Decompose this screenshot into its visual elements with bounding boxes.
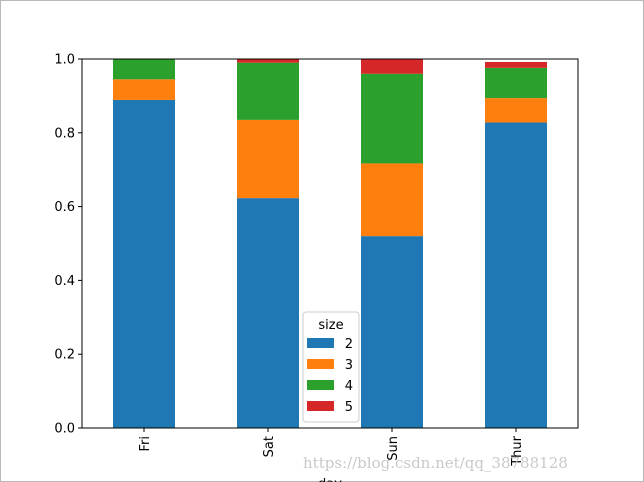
legend: size 2 3 4 5: [302, 311, 360, 423]
bar-fri-size-4: [113, 58, 175, 80]
legend-swatch-4: [307, 380, 334, 390]
bar-thur-size-5: [485, 61, 547, 68]
legend-swatch-5: [307, 401, 334, 411]
legend-label-3: 3: [345, 358, 353, 373]
y-tick-label: 0.6: [54, 200, 75, 215]
x-axis-label: day: [318, 477, 342, 482]
bar-sat-size-5: [237, 59, 299, 63]
bar-fri-size-3: [113, 79, 175, 100]
y-tick-label: 0.4: [54, 274, 75, 289]
legend-label-4: 4: [345, 379, 353, 394]
legend-swatch-3: [307, 359, 334, 369]
x-tick-label: Thur: [510, 435, 525, 466]
x-tick-label: Sun: [386, 436, 401, 461]
y-tick-label: 1.0: [54, 53, 75, 68]
legend-title: size: [318, 318, 343, 333]
bar-thur-size-3: [485, 98, 547, 123]
bar-thur-size-2: [485, 122, 547, 428]
y-tick-label: 0.0: [54, 422, 75, 437]
legend-label-2: 2: [345, 337, 353, 352]
axes-frame: [81, 58, 579, 429]
bar-fri-size-2: [113, 99, 175, 429]
x-axis: Fri Sat Sun Thur: [138, 428, 525, 467]
x-tick-label: Sat: [262, 436, 277, 457]
bar-sun-size-3: [361, 163, 423, 237]
bar-sun-size-4: [361, 73, 423, 164]
bar-sun-size-5: [361, 59, 423, 74]
bar-sat-size-4: [237, 62, 299, 120]
bar-sat-size-3: [237, 119, 299, 199]
y-axis: 0.0 0.2 0.4 0.6 0.8 1.0: [54, 53, 82, 437]
bar-thur-size-4: [485, 67, 547, 99]
legend-swatch-2: [307, 338, 334, 348]
legend-entries: 2 3 4 5: [307, 337, 353, 415]
x-tick-label: Fri: [138, 436, 153, 452]
bar-sun-size-2: [361, 236, 423, 428]
watermark-text: https://blog.csdn.net/qq_38788128: [303, 454, 568, 472]
legend-label-5: 5: [345, 400, 353, 415]
y-tick-label: 0.2: [54, 348, 75, 363]
y-tick-label: 0.8: [54, 126, 75, 141]
bars-layer: [113, 58, 547, 429]
bar-sat-size-2: [237, 198, 299, 428]
